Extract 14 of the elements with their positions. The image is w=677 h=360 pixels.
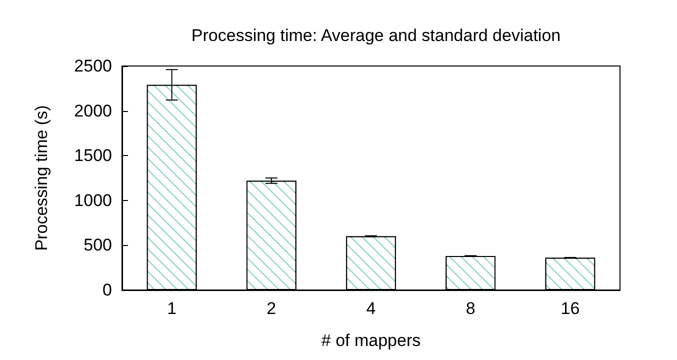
y-tick-label: 1500 [74,146,112,166]
y-tick-label: 0 [102,280,112,300]
y-axis-title: Processing time (s) [32,105,51,251]
y-tick-label: 1000 [74,190,112,210]
x-tick-label: 16 [560,299,580,318]
y-tick-label: 2500 [74,56,112,76]
x-tick-label: 2 [266,299,276,318]
chart-title: Processing time: Average and standard deviation [191,26,561,45]
y-tick-label: 2000 [74,101,112,120]
x-axis-title: # of mappers [321,331,421,350]
y-tick-label: 500 [84,236,112,255]
x-tick-label: 8 [466,299,476,318]
x-tick-label: 4 [366,299,376,318]
x-tick-label: 1 [167,299,177,318]
